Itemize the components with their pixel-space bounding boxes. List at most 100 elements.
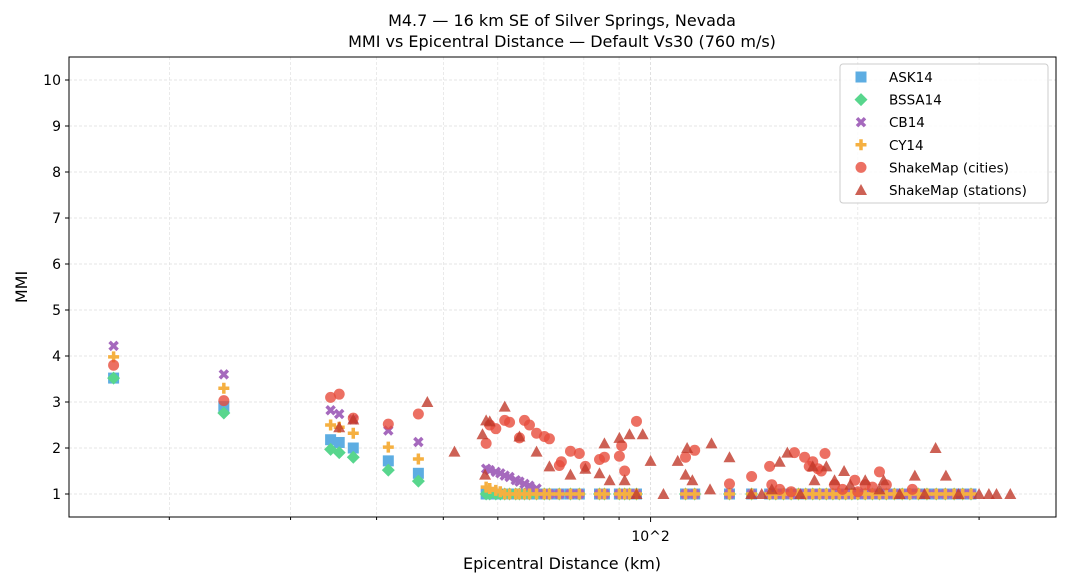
data-point <box>603 474 616 486</box>
legend-label: BSSA14 <box>889 93 942 109</box>
data-point <box>873 466 885 478</box>
data-point <box>412 467 424 479</box>
data-point <box>618 474 631 486</box>
data-point <box>484 482 496 494</box>
data-point <box>723 451 736 463</box>
data-point <box>347 427 359 439</box>
legend-label: CB14 <box>889 115 925 131</box>
data-point <box>680 451 692 463</box>
data-point <box>679 468 692 480</box>
data-point <box>347 413 360 425</box>
data-point <box>332 446 346 460</box>
data-point <box>939 469 952 481</box>
data-point <box>483 415 496 427</box>
y-tick-label: 5 <box>52 303 61 319</box>
data-point <box>705 437 718 449</box>
legend: ASK14 BSSA14 CB14 CY14 ShakeMap (cities) Shak… <box>839 63 1049 204</box>
data-point <box>636 428 649 440</box>
chart-subtitle: MMI vs Epicentral Distance — Default Vs3… <box>348 32 776 51</box>
data-point <box>325 391 337 403</box>
data-point <box>755 488 768 499</box>
axes: 1 2 3 4 5 6 7 8 9 10 10^2 <box>43 73 980 545</box>
data-point <box>723 488 735 500</box>
data-point <box>680 488 692 500</box>
data-point <box>616 440 628 452</box>
data-point <box>218 369 230 380</box>
data-point <box>906 483 918 495</box>
data-point <box>808 474 821 486</box>
data-point <box>598 451 610 463</box>
data-point <box>381 463 395 477</box>
series-shakemap-cities- <box>108 359 918 498</box>
legend-marker <box>855 161 867 173</box>
data-point <box>630 415 642 427</box>
data-point <box>564 445 576 457</box>
data-point <box>704 483 717 495</box>
data-point <box>504 416 516 428</box>
data-point <box>689 444 701 456</box>
data-point <box>325 434 337 446</box>
legend-marker <box>855 116 867 128</box>
data-point <box>573 488 585 500</box>
data-point <box>108 359 120 371</box>
data-point <box>828 474 841 486</box>
legend-label: ShakeMap (cities) <box>889 160 1009 176</box>
data-point <box>773 455 786 467</box>
data-point <box>671 454 684 466</box>
plot-frame <box>68 56 1057 518</box>
data-point <box>573 448 585 460</box>
data-point <box>806 460 819 472</box>
legend-label: ASK14 <box>889 70 933 86</box>
data-point <box>908 469 921 481</box>
data-point <box>990 488 1003 499</box>
data-point <box>745 488 758 499</box>
data-point <box>553 488 565 500</box>
data-point <box>421 396 434 407</box>
y-tick-label: 4 <box>52 349 61 365</box>
data-point <box>686 474 699 486</box>
data-point <box>837 483 849 495</box>
data-point <box>598 437 611 449</box>
data-point <box>619 465 631 477</box>
data-point <box>107 371 121 385</box>
data-point <box>781 446 794 458</box>
legend-marker <box>855 71 867 83</box>
data-point <box>346 450 360 464</box>
data-point <box>504 471 515 483</box>
data-point <box>893 488 906 499</box>
data-point <box>333 388 345 400</box>
legend-box <box>839 63 1049 204</box>
data-point <box>644 454 657 466</box>
legend-label: CY14 <box>889 138 924 154</box>
x-tick-label: 10^2 <box>631 529 669 545</box>
data-point <box>325 419 337 431</box>
data-point <box>657 488 670 499</box>
legend-marker <box>854 93 868 107</box>
data-point <box>555 456 567 468</box>
data-point <box>859 474 872 486</box>
y-tick-label: 6 <box>52 257 61 273</box>
data-point <box>820 460 833 472</box>
data-point <box>530 445 543 457</box>
data-point <box>794 488 807 499</box>
data-point <box>333 436 345 448</box>
data-point <box>498 400 511 412</box>
data-point <box>325 405 336 416</box>
data-point <box>543 433 555 445</box>
data-point <box>543 460 556 472</box>
data-point <box>382 418 394 430</box>
data-point <box>630 488 643 499</box>
y-tick-label: 7 <box>52 211 61 227</box>
data-point <box>785 486 797 498</box>
y-tick-label: 10 <box>43 73 61 89</box>
data-point <box>347 442 359 454</box>
data-point <box>448 445 461 457</box>
data-point <box>513 430 526 442</box>
data-point <box>524 480 535 491</box>
legend-label: ShakeMap (stations) <box>889 183 1027 199</box>
data-point <box>412 453 424 465</box>
y-tick-label: 8 <box>52 165 61 181</box>
data-point <box>382 455 394 467</box>
data-point <box>723 478 735 490</box>
marks <box>107 340 1017 501</box>
